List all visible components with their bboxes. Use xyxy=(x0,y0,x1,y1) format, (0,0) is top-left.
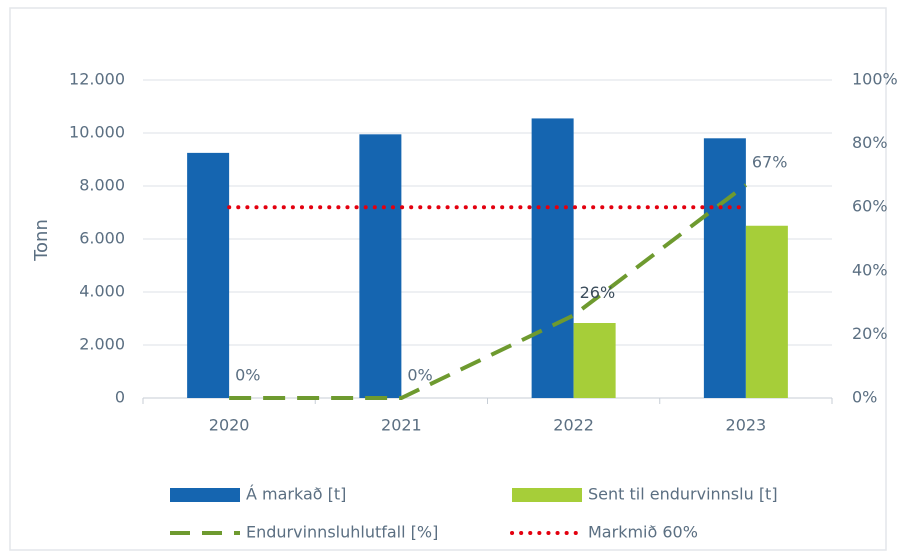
y-axis-label: Tonn xyxy=(31,219,52,262)
legend-label: Markmið 60% xyxy=(588,523,698,542)
chart-frame xyxy=(9,7,887,551)
data-label: 0% xyxy=(407,366,432,385)
bar xyxy=(703,138,746,399)
legend-swatch xyxy=(512,488,582,502)
x-tick-label: 2021 xyxy=(381,416,422,435)
y-tick-label: 4.000 xyxy=(79,282,125,301)
bar xyxy=(531,118,574,399)
bar xyxy=(359,134,402,398)
y2-tick-label: 0% xyxy=(852,388,877,407)
legend-label: Endurvinnsluhlutfall [%] xyxy=(246,523,438,542)
y-tick-label: 2.000 xyxy=(79,335,125,354)
y-tick-label: 6.000 xyxy=(79,229,125,248)
y-tick-label: 0 xyxy=(115,388,125,407)
bar xyxy=(187,152,230,398)
y2-tick-label: 100% xyxy=(852,70,898,89)
data-label: 67% xyxy=(752,152,788,171)
y-tick-label: 12.000 xyxy=(69,70,125,89)
data-label: 0% xyxy=(235,366,260,385)
legend-label: Á markað [t] xyxy=(246,485,346,504)
bar xyxy=(573,323,616,398)
y-tick-label: 10.000 xyxy=(69,123,125,142)
x-tick-label: 2020 xyxy=(209,416,250,435)
y2-tick-label: 20% xyxy=(852,324,888,343)
legend-swatch xyxy=(170,488,240,502)
bar xyxy=(745,225,788,398)
y2-tick-label: 40% xyxy=(852,260,888,279)
y2-tick-label: 60% xyxy=(852,197,888,216)
x-tick-label: 2023 xyxy=(726,416,767,435)
y2-tick-label: 80% xyxy=(852,133,888,152)
y-tick-label: 8.000 xyxy=(79,176,125,195)
legend-label: Sent til endurvinnslu [t] xyxy=(588,485,778,504)
data-label: 26% xyxy=(580,283,616,302)
x-tick-label: 2022 xyxy=(553,416,594,435)
line-series xyxy=(229,183,748,400)
